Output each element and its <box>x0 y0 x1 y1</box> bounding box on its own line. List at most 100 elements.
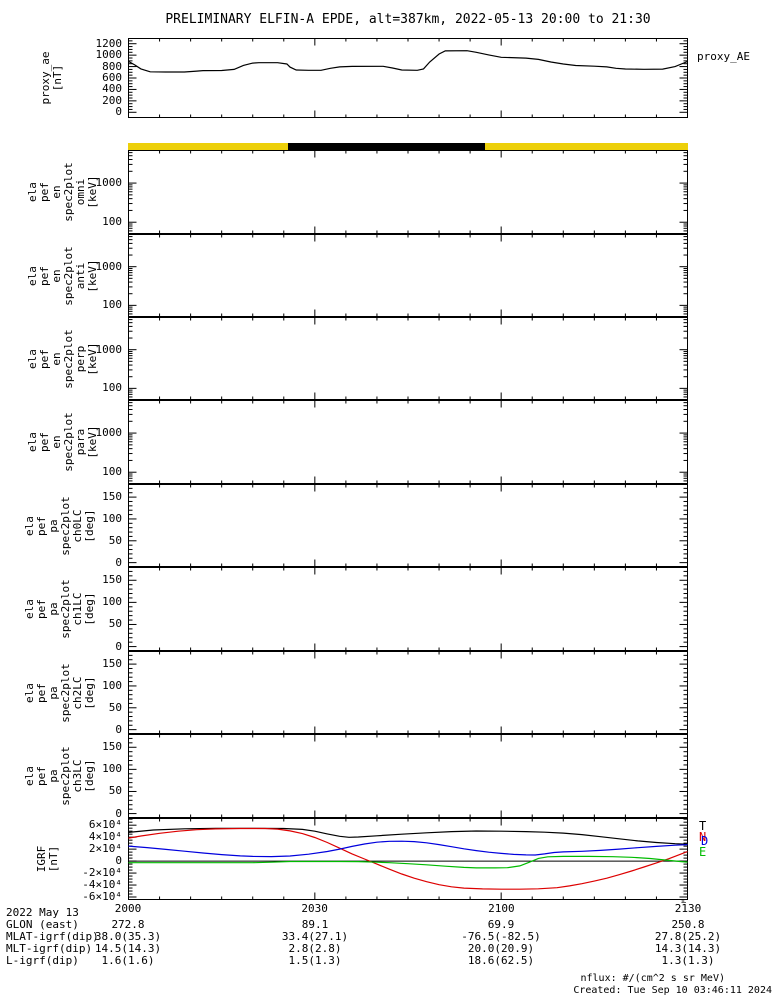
footer-value: 20.0(20.9) <box>467 942 535 955</box>
panel-frame-svg-igrf <box>128 818 688 900</box>
footer-value: 272.8 <box>111 918 145 931</box>
panel-spec-en-omni <box>128 150 688 234</box>
footer-value: 1.6(1.6) <box>101 954 155 967</box>
ytick-label-igrf: 2×10⁴ <box>88 842 122 856</box>
ytick-label-spec-en-anti: 100 <box>102 298 122 312</box>
ytick-label-spec-pa-ch3lc: 100 <box>102 762 122 776</box>
ytick-label-proxy-ae: 400 <box>102 82 122 96</box>
footer-value: 14.3(14.3) <box>654 942 722 955</box>
panel-frame-svg-spec-en-perp <box>128 317 688 400</box>
igrf-d-line <box>128 840 688 858</box>
footer-value: 1.3(1.3) <box>661 954 715 967</box>
panel-frame-svg-spec-pa-ch2lc <box>128 651 688 734</box>
panel-frame-svg-spec-en-anti <box>128 234 688 317</box>
ytick-label-spec-pa-ch2lc: 50 <box>108 700 122 714</box>
xtick-label-2030: 2030 <box>301 902 328 915</box>
panel-igrf <box>128 818 688 900</box>
footer-value: 69.9 <box>487 918 515 931</box>
ytick-label-spec-pa-ch3lc: 150 <box>102 740 122 754</box>
ytick-label-spec-pa-ch1lc: 50 <box>108 617 122 631</box>
ytick-label-igrf: 0 <box>115 854 122 868</box>
panel-frame-svg-proxy-ae <box>128 38 688 118</box>
ytick-label-spec-pa-ch2lc: 150 <box>102 657 122 671</box>
ytick-label-spec-pa-ch1lc: 100 <box>102 595 122 609</box>
footer-value: 27.8(25.2) <box>654 930 722 943</box>
ylabel-proxy-ae: proxy_ae [nT] <box>39 51 64 105</box>
panel-frame-svg-spec-en-para <box>128 400 688 484</box>
ylabel-spec-en-anti: ela pef en spec2plot anti [keV] <box>26 245 99 306</box>
ytick-label-spec-pa-ch1lc: 0 <box>115 639 122 653</box>
footer-value: 2.8(2.8) <box>288 942 342 955</box>
panel-spec-pa-ch0lc <box>128 484 688 567</box>
igrf-n-line <box>128 827 688 890</box>
ylabel-spec-pa-ch3lc: ela pef pa spec2plot ch3LC [deg] <box>23 746 96 806</box>
panel-frame-svg-spec-pa-ch0lc <box>128 484 688 567</box>
ylabel-spec-pa-ch2lc: ela pef pa spec2plot ch2LC [deg] <box>23 662 96 723</box>
footer-date-label: 2022 May 13 <box>6 906 79 919</box>
ytick-label-spec-en-perp: 100 <box>102 381 122 395</box>
igrf-legend-n: N <box>699 830 707 844</box>
panel-spec-pa-ch1lc <box>128 567 688 651</box>
ytick-label-spec-pa-ch2lc: 100 <box>102 678 122 692</box>
survey-mode-segment-0 <box>128 143 288 150</box>
nflux-units-note: nflux: #/(cm^2 s sr MeV) <box>580 973 726 984</box>
ylabel-igrf: IGRF [nT] <box>35 845 60 873</box>
footer-value: 14.5(14.3) <box>94 942 162 955</box>
ytick-label-spec-en-para: 100 <box>102 465 122 479</box>
footer-row-label: MLT-igrf(dip) <box>6 942 93 955</box>
plot-title: PRELIMINARY ELFIN-A EPDE, alt=387km, 202… <box>165 12 651 27</box>
ytick-label-spec-en-perp: 1000 <box>95 342 123 356</box>
panel-spec-en-perp <box>128 317 688 400</box>
panel-frame-svg-spec-en-omni <box>128 150 688 234</box>
survey-mode-segment-2 <box>484 143 688 150</box>
ytick-label-spec-pa-ch1lc: 150 <box>102 573 122 587</box>
proxy-ae-proxy_ae-line <box>128 50 688 73</box>
footer-value: -76.5(-82.5) <box>461 930 541 943</box>
xtick-label-2000: 2000 <box>114 902 142 915</box>
ytick-label-spec-en-anti: 1000 <box>95 259 123 273</box>
ylabel-spec-en-omni: ela pef en spec2plot omni [keV] <box>26 162 99 222</box>
created-timestamp: Created: Tue Sep 10 03:46:11 2024 <box>573 985 772 996</box>
ytick-label-spec-en-para: 1000 <box>95 426 123 440</box>
ylabel-spec-pa-ch0lc: ela pef pa spec2plot ch0LC [deg] <box>23 495 96 556</box>
panel-spec-en-para <box>128 400 688 484</box>
ytick-label-spec-en-omni: 1000 <box>95 176 123 190</box>
panel-spec-pa-ch3lc <box>128 734 688 818</box>
igrf-legend-d: D <box>701 834 709 848</box>
ytick-label-spec-pa-ch0lc: 150 <box>102 490 122 504</box>
panel-spec-pa-ch2lc <box>128 651 688 734</box>
footer-row-label: GLON (east) <box>6 918 79 931</box>
ytick-label-proxy-ae: 1200 <box>95 36 123 50</box>
survey-mode-bar <box>128 143 688 150</box>
ytick-label-igrf: -2×10⁴ <box>82 866 122 880</box>
ytick-label-proxy-ae: 1000 <box>95 48 123 62</box>
footer-row-label: L-igrf(dip) <box>6 954 79 967</box>
footer-value: 38.0(35.3) <box>94 930 162 943</box>
footer-row-label: MLAT-igrf(dip) <box>6 930 99 943</box>
panel-frame-svg-spec-pa-ch1lc <box>128 567 688 651</box>
ytick-label-igrf: 4×10⁴ <box>88 830 122 844</box>
igrf-legend-e: E <box>699 845 707 859</box>
xtick-label-2130: 2130 <box>674 902 702 915</box>
xtick-label-2100: 2100 <box>488 902 515 915</box>
survey-mode-segment-1 <box>287 143 485 150</box>
ylabel-spec-en-perp: ela pef en spec2plot perp [keV] <box>26 328 99 389</box>
footer-value: 18.6(62.5) <box>467 954 535 967</box>
ytick-label-spec-pa-ch0lc: 100 <box>102 511 122 525</box>
ytick-label-proxy-ae: 200 <box>102 93 122 107</box>
ylabel-spec-en-para: ela pef en spec2plot para [keV] <box>26 412 99 472</box>
ytick-label-spec-pa-ch3lc: 0 <box>115 806 122 820</box>
ytick-label-proxy-ae: 600 <box>102 71 122 84</box>
footer-value: 33.4(27.1) <box>281 930 349 943</box>
ytick-label-spec-pa-ch0lc: 50 <box>108 533 122 547</box>
footer-value: 89.1 <box>301 918 329 931</box>
panel-frame-svg-spec-pa-ch3lc <box>128 734 688 818</box>
ytick-label-spec-pa-ch2lc: 0 <box>115 722 122 736</box>
ytick-label-spec-pa-ch0lc: 0 <box>115 555 122 569</box>
panel-spec-en-anti <box>128 234 688 317</box>
ytick-label-proxy-ae: 0 <box>115 105 122 119</box>
ylabel-spec-pa-ch1lc: ela pef pa spec2plot ch1LC [deg] <box>23 579 96 639</box>
ytick-label-spec-pa-ch3lc: 50 <box>108 784 122 798</box>
ytick-label-igrf: -4×10⁴ <box>82 878 122 892</box>
